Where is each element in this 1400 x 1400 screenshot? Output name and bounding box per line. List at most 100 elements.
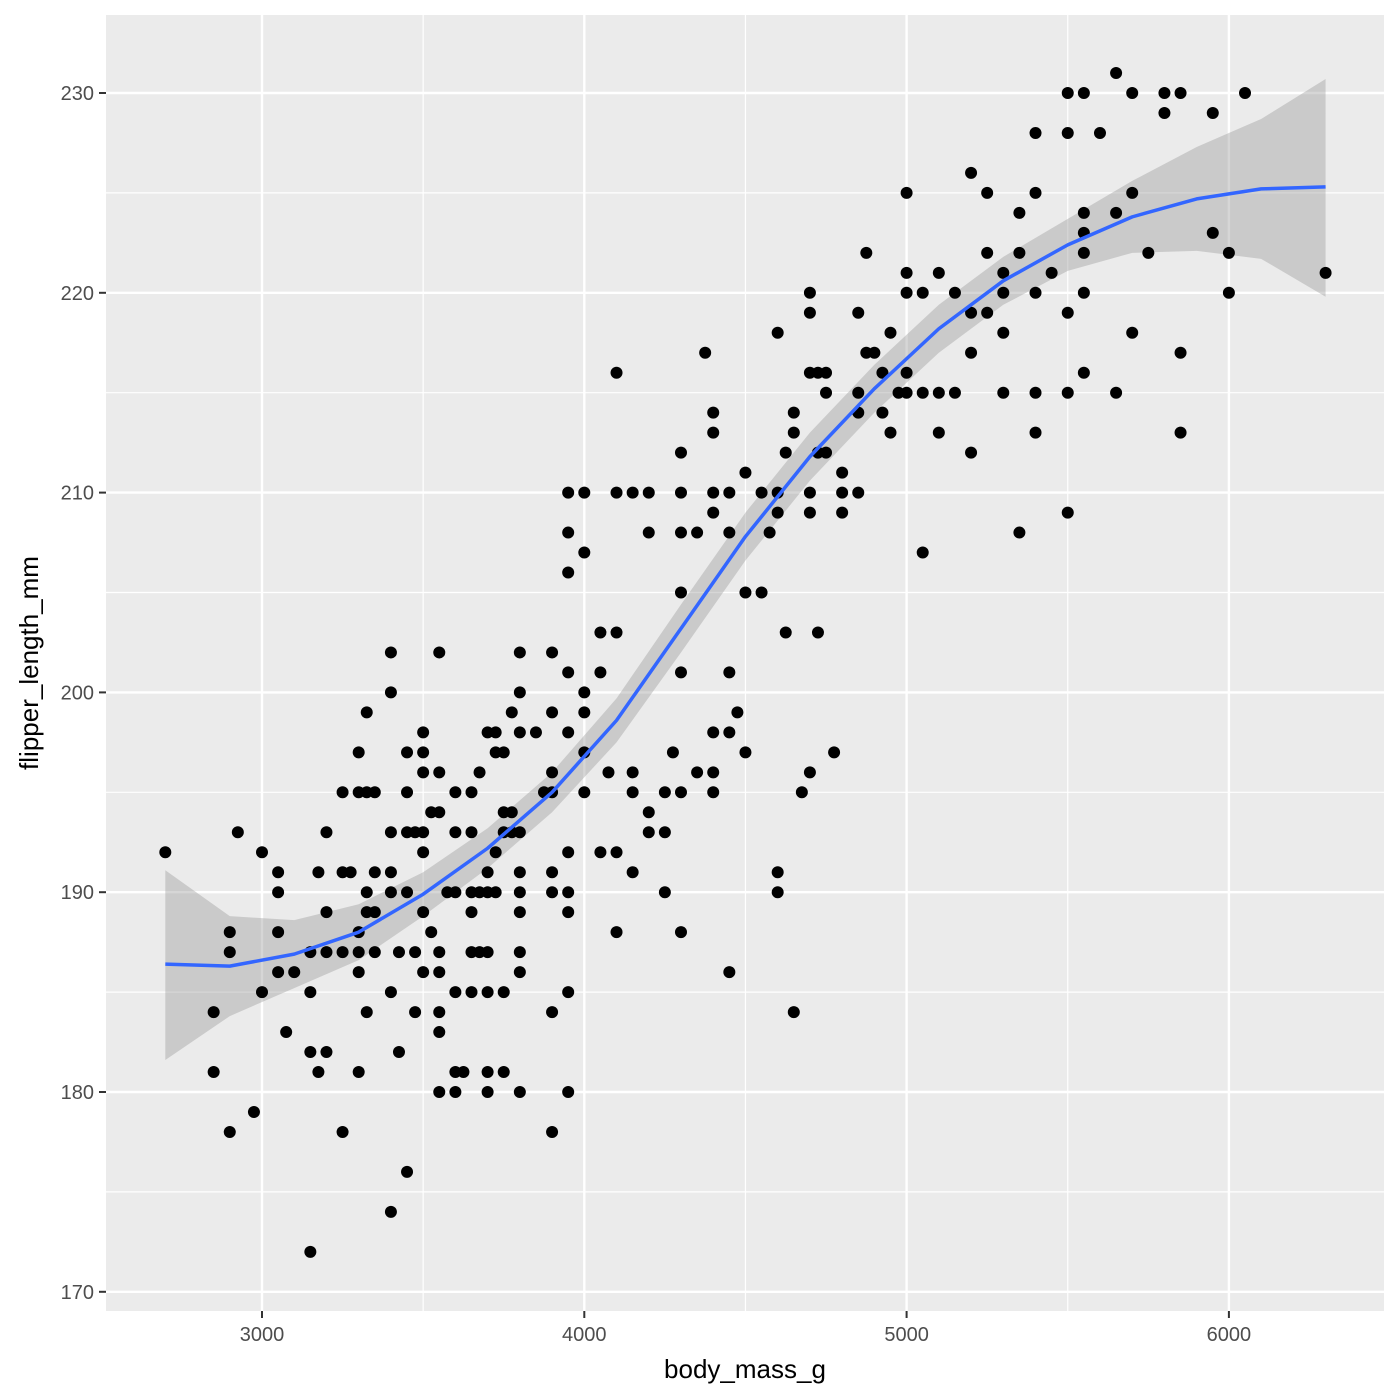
data-point — [457, 1066, 470, 1079]
data-point — [965, 446, 978, 459]
data-point — [674, 526, 687, 539]
data-point — [546, 886, 559, 899]
data-point — [1319, 266, 1332, 279]
data-point — [852, 306, 865, 319]
data-point — [771, 886, 784, 899]
data-point — [1126, 326, 1139, 339]
data-point — [497, 746, 510, 759]
data-point — [795, 786, 808, 799]
data-point — [1077, 286, 1090, 299]
data-point — [916, 386, 929, 399]
data-point — [207, 1006, 220, 1019]
data-point — [344, 866, 357, 879]
data-point — [610, 366, 623, 379]
data-point — [1029, 126, 1042, 139]
data-point — [868, 346, 881, 359]
data-point — [433, 1006, 446, 1019]
data-point — [691, 526, 704, 539]
data-point — [626, 766, 639, 779]
y-tick-label: 220 — [61, 283, 94, 305]
data-point — [513, 1086, 526, 1098]
data-point — [1013, 526, 1026, 539]
data-point — [425, 926, 438, 939]
data-point — [312, 866, 325, 879]
data-point — [280, 1026, 293, 1039]
data-point — [1158, 106, 1171, 119]
x-tick-label: 6000 — [1207, 1324, 1252, 1346]
y-axis-title: flipper_length_mm — [14, 556, 44, 770]
data-point — [707, 426, 720, 439]
data-point — [352, 1066, 365, 1079]
data-point — [223, 926, 236, 939]
data-point — [562, 986, 575, 999]
data-point — [401, 746, 414, 759]
data-point — [384, 686, 397, 699]
data-point — [481, 1066, 494, 1079]
data-point — [1029, 286, 1042, 299]
data-point — [739, 746, 752, 759]
data-point — [997, 266, 1010, 279]
data-point — [1077, 246, 1090, 259]
data-point — [820, 446, 833, 459]
data-point — [247, 1105, 260, 1118]
data-point — [562, 726, 575, 739]
data-point — [433, 1026, 446, 1039]
data-point — [602, 766, 615, 779]
data-point — [513, 886, 526, 899]
data-point — [787, 426, 800, 439]
data-point — [1029, 426, 1042, 439]
data-point — [336, 946, 349, 959]
data-point — [755, 486, 768, 499]
data-point — [610, 926, 623, 939]
data-point — [578, 706, 591, 719]
data-point — [1077, 87, 1090, 99]
data-point — [1013, 246, 1026, 259]
data-point — [674, 586, 687, 599]
data-point — [674, 786, 687, 799]
data-point — [820, 366, 833, 379]
data-point — [642, 826, 655, 839]
confidence-band-area — [165, 79, 1326, 1061]
y-tick-label: 190 — [61, 882, 94, 904]
data-point — [916, 286, 929, 299]
data-point — [723, 526, 736, 539]
data-point — [626, 786, 639, 799]
data-point — [505, 806, 518, 819]
data-point — [546, 866, 559, 879]
data-point — [368, 866, 381, 879]
y-axis: 170 180 190 200 210 220 230 — [61, 83, 106, 1304]
data-point — [1174, 426, 1187, 439]
data-point — [513, 866, 526, 879]
data-point — [610, 486, 623, 499]
data-point — [852, 386, 865, 399]
data-point — [723, 966, 736, 979]
data-point — [417, 766, 430, 779]
data-point — [513, 646, 526, 659]
data-point — [1029, 386, 1042, 399]
data-point — [401, 1165, 414, 1178]
data-point — [674, 666, 687, 679]
data-point — [433, 806, 446, 819]
data-point — [409, 946, 422, 959]
data-point — [699, 346, 712, 359]
data-point — [771, 866, 784, 879]
data-point — [529, 726, 542, 739]
data-point — [1061, 126, 1074, 139]
data-point — [626, 486, 639, 499]
data-point — [546, 1125, 559, 1138]
data-point — [578, 786, 591, 799]
data-point — [489, 846, 502, 859]
data-point — [159, 846, 172, 859]
data-point — [594, 666, 607, 679]
data-point — [562, 666, 575, 679]
data-point — [1158, 87, 1171, 99]
data-point — [755, 586, 768, 599]
data-point — [320, 906, 333, 919]
data-point — [352, 966, 365, 979]
data-point — [828, 746, 841, 759]
data-point — [513, 826, 526, 839]
data-point — [965, 166, 978, 179]
data-point — [1222, 286, 1235, 299]
x-axis: 3000 4000 5000 6000 — [240, 1311, 1251, 1346]
